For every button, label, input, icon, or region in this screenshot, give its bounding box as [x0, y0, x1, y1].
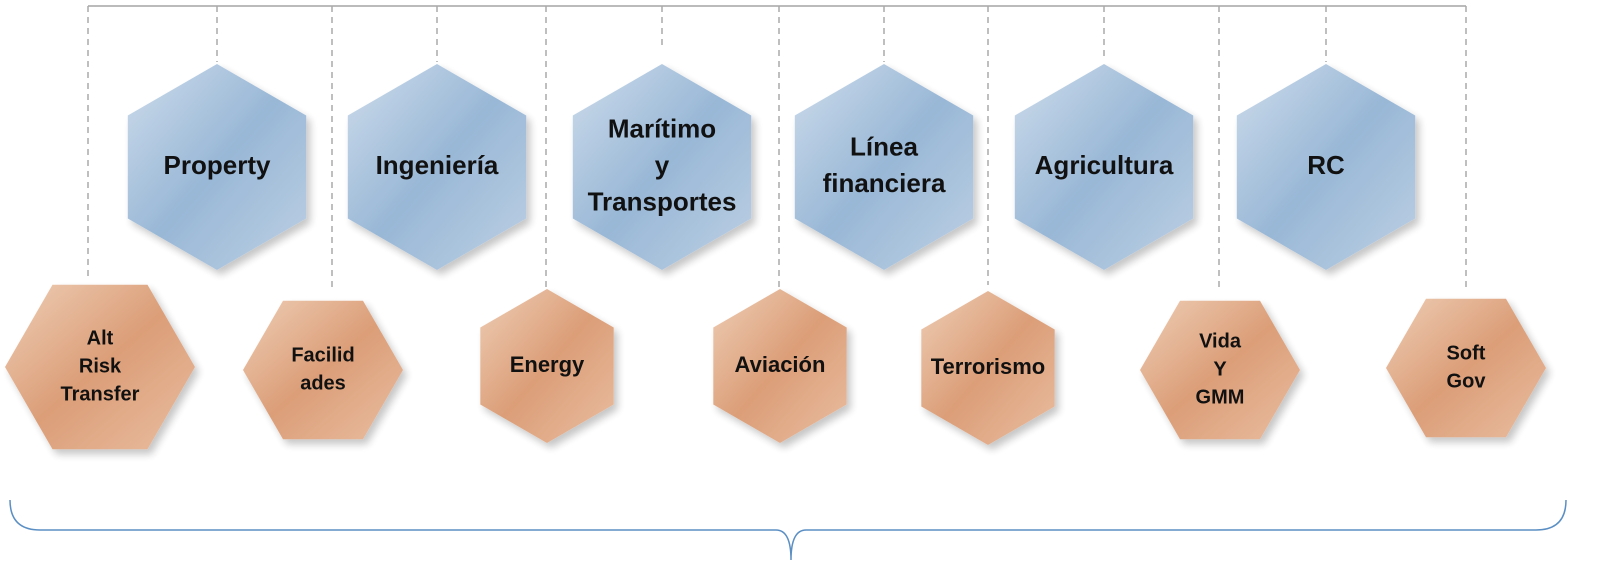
hex-label: Facilid	[291, 344, 354, 366]
hex-label: Transfer	[61, 383, 140, 405]
hex-label: y	[655, 150, 670, 180]
hex-label: Risk	[79, 355, 122, 377]
hex-label: Ingeniería	[376, 150, 499, 180]
brace	[10, 500, 1566, 560]
hex-label: Y	[1213, 358, 1227, 380]
hex-label: Soft	[1447, 342, 1486, 364]
hex-label: Gov	[1447, 370, 1487, 392]
hex-label: financiera	[823, 168, 946, 198]
hex-label: ades	[300, 372, 346, 394]
hex-label: Energy	[510, 352, 585, 377]
hex-label: Agricultura	[1035, 150, 1174, 180]
hex-label: Transportes	[588, 186, 737, 216]
hex-label: Property	[164, 150, 271, 180]
hex-label: Terrorismo	[931, 354, 1046, 379]
hexagon	[1386, 299, 1546, 438]
hexagon	[243, 301, 403, 440]
hex-label: Marítimo	[608, 113, 716, 143]
diagram: Property Ingeniería Marítimo y Transportes Lí…	[0, 0, 1606, 575]
hex-label: Vida	[1199, 330, 1242, 352]
hex-group: Property Ingeniería Marítimo y Transportes Lí…	[5, 64, 1546, 449]
hexagon	[795, 64, 973, 270]
hex-label: GMM	[1196, 386, 1245, 408]
hex-label: RC	[1307, 150, 1345, 180]
hex-label: Aviación	[735, 352, 826, 377]
hex-label: Alt	[87, 327, 114, 349]
hex-label: Línea	[850, 132, 918, 162]
